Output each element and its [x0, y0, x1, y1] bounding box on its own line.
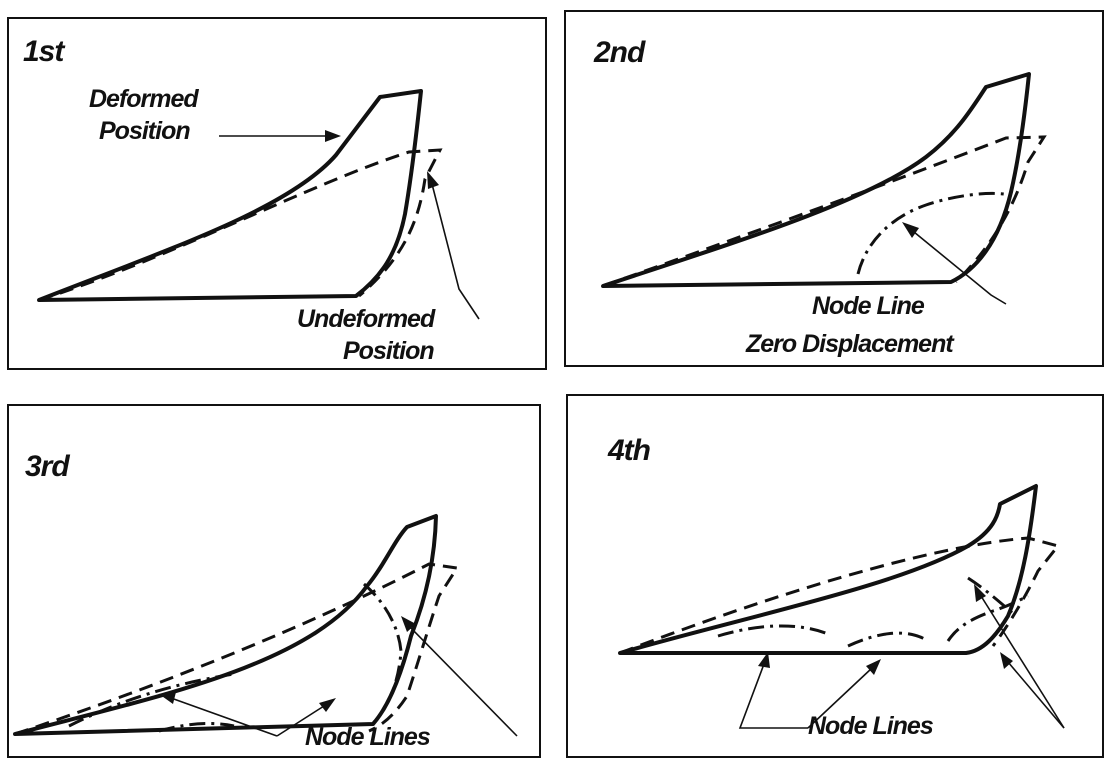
node-line-d — [848, 633, 928, 646]
undeformed-arrowhead — [427, 171, 439, 189]
undeformed-label-line2: Position — [343, 339, 434, 364]
mode-panel-3: 3rd Node Lines — [7, 404, 541, 758]
undeformed-arrow — [432, 184, 479, 319]
node-lines-arrowhead-2 — [319, 698, 336, 712]
mode-1-diagram — [9, 19, 545, 368]
node-line-b — [948, 596, 1028, 641]
node-lines-arrow-4 — [981, 596, 1064, 728]
deformed-arrowhead — [325, 130, 341, 142]
undeformed-outline — [620, 486, 1036, 653]
node-line — [858, 193, 1004, 274]
node-lines-arrowhead-1 — [159, 692, 176, 704]
mode-label: 1st — [23, 37, 63, 67]
node-lines-label: Node Lines — [305, 725, 430, 750]
node-line-arrowhead — [902, 222, 919, 238]
mode-label: 4th — [608, 436, 650, 466]
undeformed-outline — [15, 516, 436, 734]
mode-panel-2: 2nd Node Line Zero Displacement — [564, 10, 1104, 367]
deformed-label-line1: Deformed — [89, 87, 198, 112]
node-lines-label: Node Lines — [808, 714, 933, 739]
node-line-label: Node Line — [812, 294, 924, 319]
mode-label: 3rd — [25, 452, 69, 482]
node-lines-arrow-3 — [409, 626, 517, 736]
mode-panel-4: 4th Node Lines — [566, 394, 1104, 758]
mode-label: 2nd — [594, 38, 644, 68]
deformed-outline — [15, 564, 457, 734]
node-line-b — [364, 584, 401, 722]
mode-3-diagram — [9, 406, 539, 756]
undeformed-outline — [603, 74, 1029, 286]
node-line-c — [718, 626, 828, 636]
zero-displacement-label: Zero Displacement — [746, 332, 953, 357]
deformed-label-line2: Position — [99, 119, 190, 144]
undeformed-outline — [39, 91, 421, 300]
undeformed-label-line1: Undeformed — [297, 307, 434, 332]
node-lines-arrow-1 — [740, 664, 808, 728]
mode-panel-1: 1st Deformed Position Undeformed Positio… — [7, 17, 547, 370]
node-lines-arrow-3 — [1008, 662, 1064, 728]
